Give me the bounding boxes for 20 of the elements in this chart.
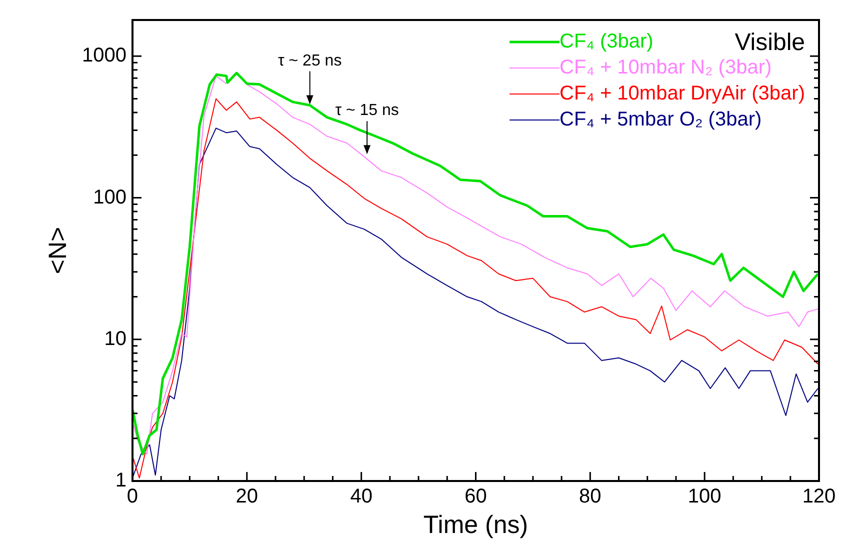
legend-label: CF₄ (3bar) <box>560 30 654 53</box>
x-tick-label: 120 <box>802 486 836 508</box>
y-tick-label: 1 <box>115 470 126 492</box>
x-axis-title: Time (ns) <box>423 510 528 539</box>
legend-label: CF₄ + 10mbar DryAir (3bar) <box>560 82 806 105</box>
x-tick-label: 80 <box>579 486 602 508</box>
annotation: τ ~ 25 ns <box>278 52 342 70</box>
annotation: Visible <box>734 29 805 56</box>
x-tick-label: 0 <box>126 486 138 508</box>
legend-label: CF₄ + 10mbar N₂ (3bar) <box>560 56 772 79</box>
legend-label: CF₄ + 5mbar O₂ (3bar) <box>560 108 762 131</box>
annotation: τ ~ 15 ns <box>335 102 399 120</box>
x-tick-label: 60 <box>464 486 487 508</box>
y-axis-title: <N> <box>44 226 72 274</box>
y-tick-label: 10 <box>104 328 126 350</box>
y-tick-label: 1000 <box>82 44 126 67</box>
x-tick-label: 100 <box>688 486 722 508</box>
x-tick-label: 20 <box>236 486 258 508</box>
x-tick-label: 40 <box>350 486 372 508</box>
y-tick-label: 100 <box>93 186 126 208</box>
